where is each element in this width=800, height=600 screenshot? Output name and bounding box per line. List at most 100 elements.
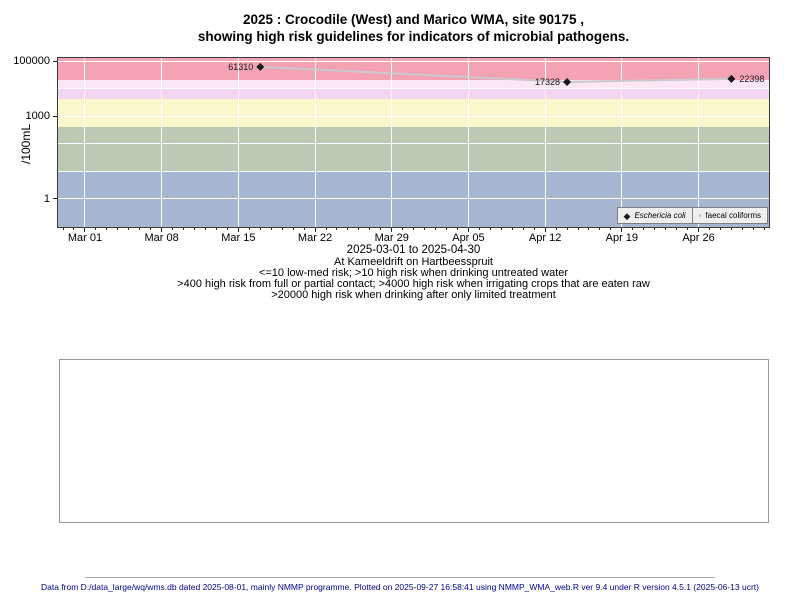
- plot-frame: [57, 57, 770, 228]
- risk-band-high-risk-contact: [58, 99, 769, 127]
- x-minor-tick: [752, 228, 754, 230]
- x-minor-tick: [456, 228, 458, 230]
- chart-title-line2: showing high risk guidelines for indicat…: [197, 29, 630, 44]
- x-tick-label: Mar 29: [374, 232, 409, 244]
- horizontal-gridline: [58, 198, 769, 199]
- vertical-gridline: [237, 58, 239, 227]
- horizontal-gridline: [58, 143, 769, 144]
- site-location-text: At Kameeldrift on Hartbeesspruit: [334, 256, 493, 268]
- x-minor-tick: [172, 228, 174, 230]
- risk-band-risk-upper-pale: [58, 80, 769, 89]
- vertical-gridline: [314, 58, 316, 227]
- x-minor-tick: [358, 228, 360, 230]
- x-minor-tick: [533, 228, 535, 230]
- x-axis-title: 2025-03-01 to 2025-04-30: [346, 244, 481, 256]
- x-minor-tick: [709, 228, 710, 230]
- data-point-label: 22398: [739, 73, 765, 84]
- x-minor-tick: [632, 228, 634, 230]
- x-minor-tick: [106, 228, 108, 230]
- x-tick-label: Mar 15: [221, 232, 256, 244]
- y-major-tick: [53, 198, 57, 199]
- x-minor-tick: [369, 228, 371, 230]
- empty-panel: [59, 359, 769, 523]
- y-axis-title: /100mL: [19, 123, 33, 165]
- y-major-tick: [53, 60, 57, 62]
- x-minor-tick: [73, 228, 75, 230]
- x-tick-label: Mar 08: [144, 232, 179, 244]
- x-minor-tick: [610, 228, 612, 230]
- x-minor-tick: [270, 228, 272, 230]
- y-tick-label: 1: [43, 192, 50, 205]
- data-point-diamond: [256, 62, 265, 71]
- y-tick-label: 1000: [25, 110, 50, 122]
- legend-label-escherichia-coli: Eschericia coli: [634, 211, 686, 220]
- x-minor-tick: [248, 228, 250, 230]
- x-minor-tick: [446, 228, 448, 230]
- x-minor-tick: [588, 228, 590, 230]
- x-minor-tick: [128, 228, 130, 230]
- x-major-tick: [698, 228, 700, 232]
- x-minor-tick: [281, 228, 283, 230]
- y-major-tick: [53, 115, 57, 117]
- footer-divider: [85, 577, 715, 578]
- x-minor-tick: [62, 228, 64, 230]
- x-minor-tick: [730, 228, 732, 230]
- x-minor-tick: [303, 228, 305, 230]
- horizontal-gridline: [58, 115, 769, 117]
- x-minor-tick: [687, 228, 689, 230]
- risk-band-high-risk-irrigation: [58, 88, 769, 100]
- x-major-tick: [237, 228, 239, 232]
- vertical-gridline: [391, 58, 393, 227]
- filled-diamond-marker-icon: ◆: [623, 210, 631, 221]
- guideline-text-3: >20000 high risk when drinking after onl…: [271, 289, 556, 301]
- x-major-tick: [391, 228, 393, 232]
- x-minor-tick: [117, 228, 119, 230]
- x-minor-tick: [566, 228, 568, 230]
- legend-item-faecal-coliforms: ◦ faecal coliforms: [691, 207, 768, 224]
- guideline-text-1: <=10 low-med risk; >10 high risk when dr…: [258, 267, 569, 279]
- horizontal-gridline: [58, 170, 769, 172]
- x-minor-tick: [489, 228, 491, 230]
- x-minor-tick: [402, 228, 404, 230]
- x-minor-tick: [478, 228, 480, 230]
- x-minor-tick: [719, 228, 721, 230]
- x-minor-tick: [413, 228, 415, 230]
- x-minor-tick: [599, 228, 601, 230]
- risk-band-high-risk-untreated-water: [58, 126, 769, 171]
- data-point-label: 17328: [535, 76, 561, 87]
- x-minor-tick: [226, 228, 228, 230]
- guideline-text-2: >400 high risk from full or partial cont…: [177, 278, 650, 290]
- plot-area: ◆ Eschericia coli ◦ faecal coliforms 613…: [58, 58, 769, 227]
- x-major-tick: [161, 228, 163, 232]
- data-point-diamond: [727, 74, 736, 83]
- series-line: [260, 65, 732, 83]
- vertical-gridline: [544, 58, 546, 227]
- x-minor-tick: [577, 228, 579, 230]
- vertical-gridline: [161, 58, 163, 227]
- x-minor-tick: [95, 228, 97, 230]
- data-point-diamond: [563, 77, 572, 86]
- open-circle-marker-icon: ◦: [698, 210, 702, 220]
- x-minor-tick: [380, 228, 382, 230]
- x-minor-tick: [763, 228, 765, 230]
- horizontal-gridline: [58, 60, 769, 62]
- x-minor-tick: [139, 228, 141, 230]
- x-minor-tick: [150, 228, 152, 230]
- x-tick-label: Apr 26: [682, 232, 715, 244]
- x-minor-tick: [336, 228, 338, 230]
- x-minor-tick: [292, 228, 294, 230]
- x-minor-tick: [183, 228, 185, 230]
- x-minor-tick: [654, 228, 656, 230]
- y-tick-label: 100000: [13, 55, 50, 67]
- data-point-label: 61310: [228, 61, 254, 72]
- x-major-tick: [621, 228, 623, 232]
- legend-label-faecal-coliforms: faecal coliforms: [705, 211, 761, 220]
- x-minor-tick: [676, 228, 678, 230]
- x-minor-tick: [424, 228, 426, 230]
- x-tick-label: Mar 01: [67, 232, 103, 244]
- x-minor-tick: [435, 228, 437, 230]
- x-major-tick: [544, 228, 546, 232]
- x-minor-tick: [665, 228, 667, 230]
- x-minor-tick: [204, 228, 206, 230]
- vertical-gridline: [621, 58, 623, 227]
